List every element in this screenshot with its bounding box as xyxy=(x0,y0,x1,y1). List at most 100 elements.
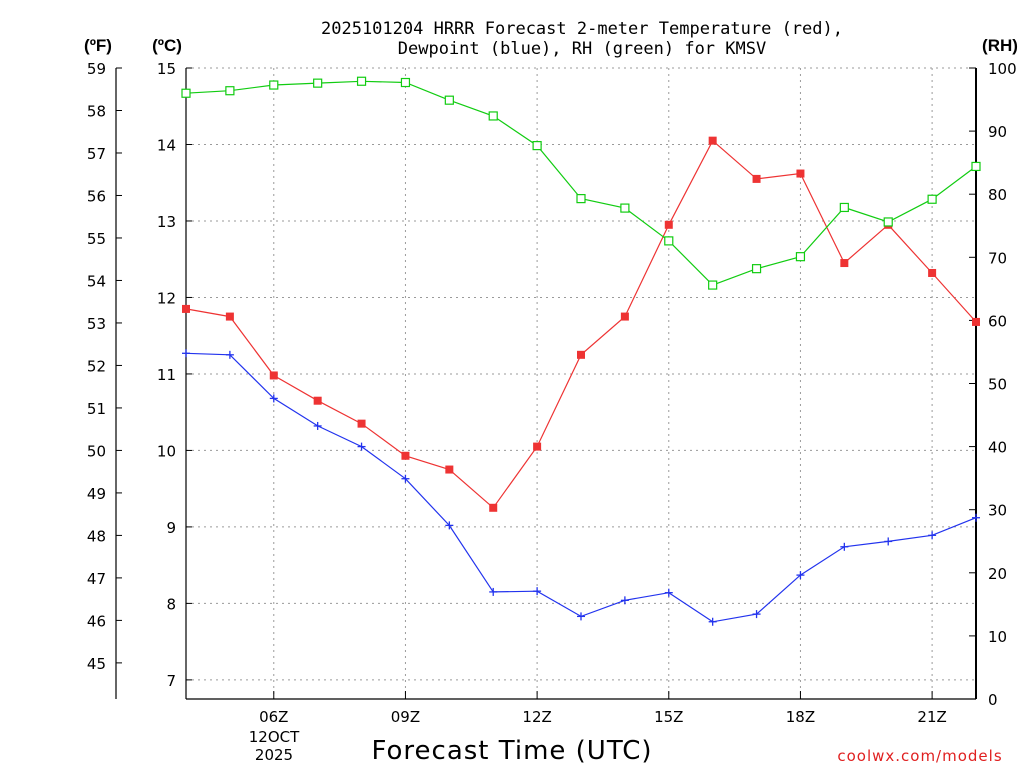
temperature-point xyxy=(577,350,585,359)
x-tick-label-06z: 06Z xyxy=(259,708,288,726)
rh-point xyxy=(356,76,367,86)
temperature-point xyxy=(357,419,366,428)
dewpoint-point xyxy=(752,610,761,619)
celsius-tick-label-10: 10 xyxy=(157,442,176,460)
rh-tick-label-10: 10 xyxy=(988,628,1007,646)
chart-title-line2: Dewpoint (blue), RH (green) for KMSV xyxy=(398,39,766,59)
temperature-point xyxy=(401,451,410,460)
axes xyxy=(115,67,977,700)
dewpoint-point xyxy=(313,421,322,430)
temperature-point xyxy=(972,317,980,326)
date-label-day: 12OCT xyxy=(249,728,300,746)
dewpoint-point xyxy=(269,394,278,403)
rh-point xyxy=(488,111,498,121)
tick-labels: 06Z 09Z 12Z 15Z 18Z 21Z 7 8 9 10 11 12 13 14 15 45 46 47 4… xyxy=(87,60,1017,726)
data-series xyxy=(181,76,981,626)
rh-tick-label-50: 50 xyxy=(988,376,1007,394)
rh-tick-label-60: 60 xyxy=(988,312,1007,330)
rh-point xyxy=(927,194,937,204)
dewpoint-point xyxy=(620,596,629,605)
dewpoint-point xyxy=(533,587,542,596)
rh-unit-label: (RH) xyxy=(982,36,1018,55)
dewpoint-point xyxy=(445,521,454,530)
celsius-tick-label-7: 7 xyxy=(166,672,176,690)
fahrenheit-tick-label-51: 51 xyxy=(87,400,106,418)
x-tick-label-21z: 21Z xyxy=(917,708,946,726)
temperature-point xyxy=(664,220,673,229)
dewpoint-point xyxy=(489,587,498,596)
temperature-point xyxy=(533,442,542,451)
dewpoint-point xyxy=(708,617,717,626)
temperature-point xyxy=(225,312,234,321)
dewpoint-point xyxy=(357,442,366,451)
rh-point xyxy=(839,202,849,213)
rh-point xyxy=(971,161,981,172)
temperature-point xyxy=(182,304,190,313)
rh-point xyxy=(400,77,411,88)
rh-point xyxy=(664,236,674,246)
fahrenheit-tick-label-50: 50 xyxy=(87,442,106,460)
dewpoint-point xyxy=(884,537,893,546)
rh-point xyxy=(751,264,762,274)
celsius-tick-label-12: 12 xyxy=(157,289,176,307)
celsius-tick-label-8: 8 xyxy=(166,595,176,613)
rh-point xyxy=(532,141,542,151)
rh-tick-label-80: 80 xyxy=(988,186,1007,204)
rh-point xyxy=(620,203,630,213)
fahrenheit-tick-label-54: 54 xyxy=(87,272,106,290)
fahrenheit-tick-label-45: 45 xyxy=(87,655,106,673)
rh-tick-label-90: 90 xyxy=(988,123,1007,141)
temperature-point xyxy=(928,268,937,277)
fahrenheit-tick-label-48: 48 xyxy=(87,527,106,545)
dewpoint-point xyxy=(664,588,673,597)
dewpoint-point xyxy=(225,350,234,359)
temperature-point xyxy=(269,371,278,380)
fahrenheit-unit-label: (ºF) xyxy=(84,36,112,55)
dewpoint-point xyxy=(972,513,980,522)
rh-point xyxy=(795,252,806,262)
dewpoint-point xyxy=(401,474,410,483)
chart-title-line1: 2025101204 HRRR Forecast 2-meter Tempera… xyxy=(321,19,843,39)
rh-point xyxy=(181,88,191,98)
fahrenheit-tick-label-53: 53 xyxy=(87,315,106,333)
fahrenheit-tick-label-58: 58 xyxy=(87,102,106,120)
credit-link[interactable]: coolwx.com/models xyxy=(837,747,1002,765)
rh-point xyxy=(225,86,235,96)
fahrenheit-tick-label-46: 46 xyxy=(87,612,106,630)
celsius-tick-label-15: 15 xyxy=(157,60,176,78)
temperature-point xyxy=(796,169,805,178)
rh-tick-label-40: 40 xyxy=(988,439,1007,457)
temperature-point xyxy=(489,503,498,512)
fahrenheit-tick-label-57: 57 xyxy=(87,145,106,163)
dewpoint-point xyxy=(840,542,849,551)
x-tick-label-12z: 12Z xyxy=(522,708,551,726)
rh-tick-label-100: 100 xyxy=(988,60,1017,78)
fahrenheit-tick-label-49: 49 xyxy=(87,485,106,503)
rh-tick-label-70: 70 xyxy=(988,249,1007,267)
fahrenheit-tick-label-47: 47 xyxy=(87,570,106,588)
celsius-tick-label-11: 11 xyxy=(157,366,176,384)
dewpoint-point xyxy=(182,349,190,358)
rh-tick-label-30: 30 xyxy=(988,502,1007,520)
rh-point xyxy=(576,194,586,204)
temperature-point xyxy=(620,312,629,321)
rh-point xyxy=(269,80,279,90)
rh-point xyxy=(313,78,323,88)
dewpoint-point xyxy=(577,612,585,621)
x-tick-label-18z: 18Z xyxy=(786,708,815,726)
dewpoint-point xyxy=(796,571,805,580)
celsius-tick-label-14: 14 xyxy=(157,136,176,154)
celsius-tick-label-9: 9 xyxy=(166,519,176,537)
rh-point xyxy=(444,95,454,105)
temperature-point xyxy=(445,465,454,474)
temperature-point xyxy=(708,136,717,145)
fahrenheit-tick-label-55: 55 xyxy=(87,230,106,248)
temperature-point xyxy=(313,396,322,405)
temperature-point xyxy=(752,174,761,183)
x-tick-label-15z: 15Z xyxy=(654,708,683,726)
rh-point xyxy=(708,280,718,290)
rh-tick-label-0: 0 xyxy=(988,691,998,709)
x-tick-label-09z: 09Z xyxy=(391,708,420,726)
fahrenheit-tick-label-59: 59 xyxy=(87,60,106,78)
